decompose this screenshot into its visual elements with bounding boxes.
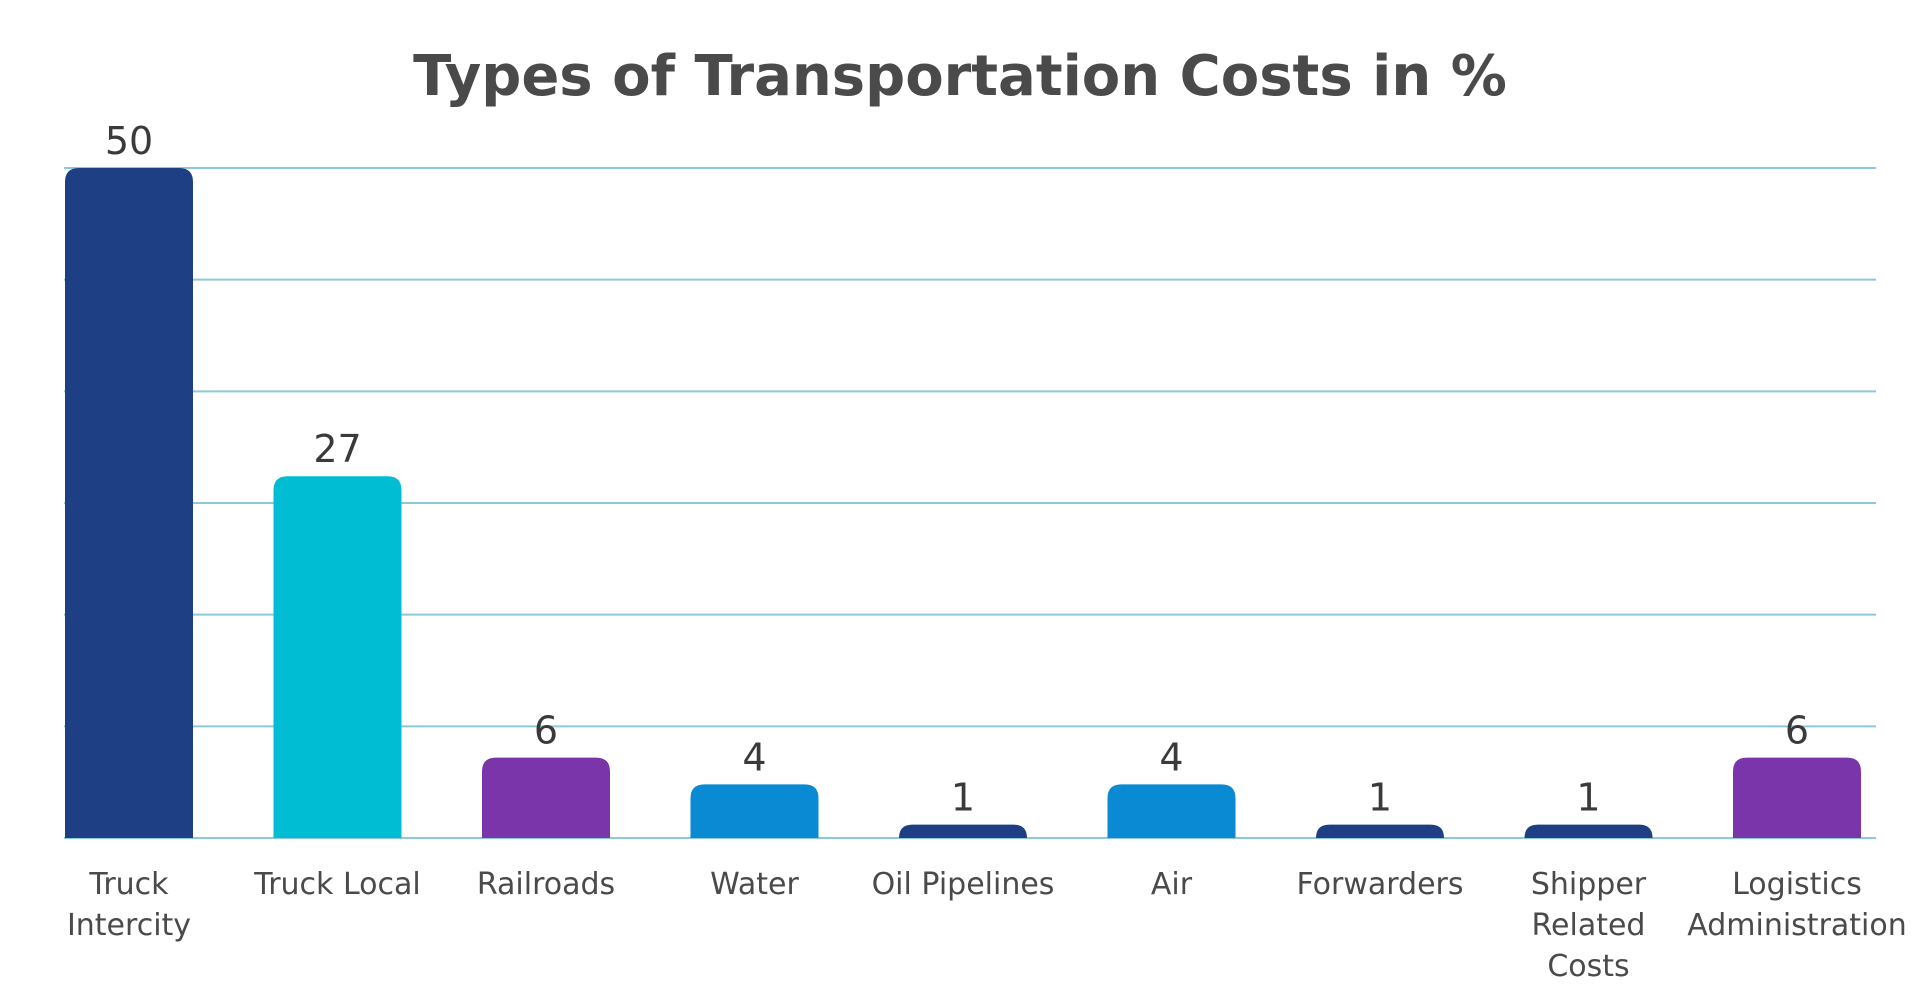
value-label: 1 bbox=[1368, 776, 1392, 820]
value-label: 27 bbox=[313, 427, 361, 471]
value-label: 1 bbox=[951, 776, 975, 820]
category-label: Shipper Related Costs bbox=[1531, 867, 1647, 984]
bar bbox=[1524, 824, 1653, 838]
bar bbox=[273, 476, 402, 838]
value-label: 4 bbox=[742, 735, 766, 779]
category-labels: Truck Intercity Truck Local Railroads Water O… bbox=[67, 867, 1907, 984]
category-label-line: Truck Local bbox=[253, 867, 420, 902]
category-label-line: Truck bbox=[88, 867, 169, 902]
bar bbox=[690, 784, 819, 838]
category-label-line: Related bbox=[1532, 908, 1646, 943]
category-label: Forwarders bbox=[1296, 867, 1463, 902]
category-label: Air bbox=[1151, 867, 1193, 902]
category-label-line: Shipper bbox=[1531, 867, 1647, 902]
category-label-line: Intercity bbox=[67, 908, 191, 943]
value-label: 6 bbox=[534, 709, 558, 753]
value-label: 1 bbox=[1576, 776, 1600, 820]
category-label: Truck Intercity bbox=[67, 867, 191, 943]
value-label: 50 bbox=[105, 119, 153, 163]
category-label-line: Air bbox=[1151, 867, 1193, 902]
value-labels: 50 27 6 4 1 4 1 1 6 bbox=[105, 119, 1809, 820]
category-label-line: Oil Pipelines bbox=[872, 867, 1055, 902]
bars bbox=[65, 168, 1861, 838]
category-label-line: Administration bbox=[1687, 908, 1907, 943]
category-label-line: Water bbox=[710, 867, 799, 902]
bar bbox=[482, 757, 610, 838]
bar bbox=[65, 168, 193, 838]
bar bbox=[1316, 824, 1444, 838]
category-label-line: Railroads bbox=[477, 867, 615, 902]
category-label-line: Logistics bbox=[1732, 867, 1862, 902]
category-label: Truck Local bbox=[253, 867, 420, 902]
value-label: 4 bbox=[1159, 735, 1183, 779]
category-label: Oil Pipelines bbox=[872, 867, 1055, 902]
category-label-line: Costs bbox=[1547, 949, 1629, 984]
bar bbox=[1733, 757, 1861, 838]
category-label-line: Forwarders bbox=[1296, 867, 1463, 902]
bar bbox=[1107, 784, 1236, 838]
value-label: 6 bbox=[1785, 709, 1809, 753]
category-label: Logistics Administration bbox=[1687, 867, 1907, 943]
bar bbox=[899, 824, 1027, 838]
category-label: Water bbox=[710, 867, 799, 902]
chart-title: Types of Transportation Costs in % bbox=[413, 44, 1507, 109]
category-label: Railroads bbox=[477, 867, 615, 902]
